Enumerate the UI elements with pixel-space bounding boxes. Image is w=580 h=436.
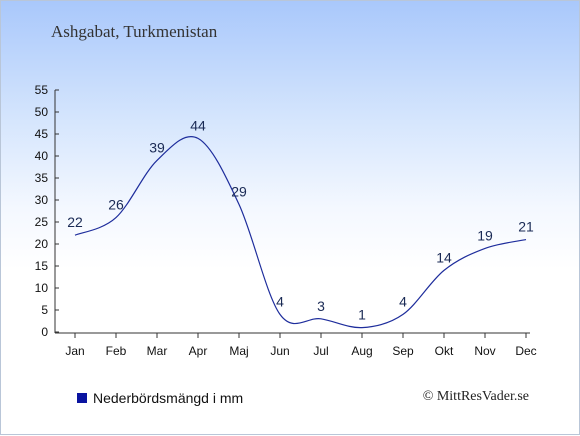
x-tick-label: Aug: [351, 344, 372, 358]
legend: Nederbördsmängd i mm: [77, 390, 243, 406]
y-tick-label: 40: [35, 149, 49, 163]
legend-swatch: [77, 393, 87, 403]
x-tick-label: Jan: [65, 344, 84, 358]
x-tick-label: Nov: [474, 344, 495, 358]
data-label: 39: [149, 139, 165, 155]
x-tick-label: Feb: [106, 344, 127, 358]
x-tick-label: Jul: [313, 344, 328, 358]
x-axis: Jan Feb Mar Apr Maj Jun Jul Aug Sep Okt Nov Dec: [55, 332, 537, 358]
data-label: 22: [67, 214, 83, 230]
copyright-text: © MittResVader.se: [422, 389, 529, 404]
data-label: 26: [108, 197, 124, 213]
y-tick-label: 15: [35, 259, 49, 273]
y-tick-label: 10: [35, 281, 49, 295]
y-tick-label: 55: [35, 83, 49, 97]
data-label: 3: [317, 298, 325, 314]
x-tick-label: Mar: [147, 344, 168, 358]
y-axis: 0 5 10 15 20 25 30 35 40 45 50 55: [35, 83, 59, 339]
data-label: 29: [231, 183, 247, 199]
x-tick-label: Dec: [515, 344, 536, 358]
data-label: 4: [276, 293, 284, 309]
y-tick-label: 25: [35, 215, 49, 229]
y-tick-label: 35: [35, 171, 49, 185]
legend-label: Nederbördsmängd i mm: [93, 390, 244, 406]
y-tick-label: 30: [35, 193, 49, 207]
series-precipitation: [74, 136, 527, 329]
data-label: 21: [518, 219, 534, 235]
location-title: Ashgabat, Turkmenistan: [51, 22, 218, 41]
y-tick-label: 5: [41, 303, 48, 317]
y-tick-label: 0: [41, 325, 48, 339]
data-label: 44: [190, 117, 206, 133]
x-tick-label: Jun: [270, 344, 289, 358]
x-tick-label: Okt: [435, 344, 454, 358]
x-tick-label: Maj: [229, 344, 248, 358]
data-label: 14: [436, 249, 452, 265]
y-tick-label: 20: [35, 237, 49, 251]
y-tick-label: 45: [35, 127, 49, 141]
y-tick-label: 50: [35, 105, 49, 119]
series-line: [74, 136, 527, 329]
data-label: 1: [358, 307, 366, 323]
data-label: 19: [477, 227, 493, 243]
x-tick-label: Sep: [392, 344, 414, 358]
x-tick-label: Apr: [189, 344, 208, 358]
data-label: 4: [399, 293, 407, 309]
